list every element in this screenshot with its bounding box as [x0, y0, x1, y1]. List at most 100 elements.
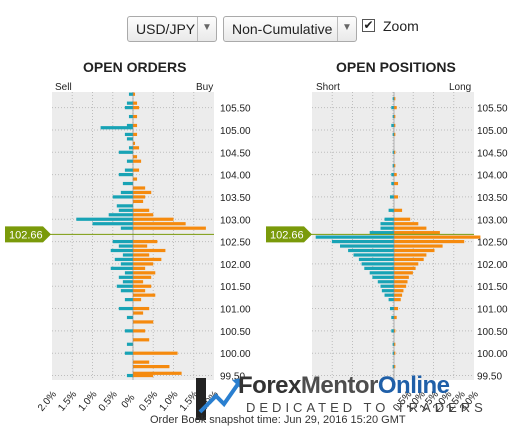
buy-bar — [133, 208, 150, 212]
buy-bar — [133, 373, 154, 378]
sell-bar — [124, 106, 133, 110]
buy-bar — [133, 365, 170, 369]
long-bar — [394, 365, 396, 369]
pct-tick-label: 1.0% — [76, 389, 99, 414]
sell-bar — [118, 150, 133, 154]
buy-bar — [133, 146, 140, 150]
buy-bar — [133, 244, 148, 248]
buy-bar — [133, 360, 150, 364]
buy-bar — [133, 132, 138, 137]
price-tick-label: 105.50 — [220, 104, 251, 115]
buy-bar — [133, 226, 206, 230]
watermark-mentor: Mentor — [300, 372, 379, 399]
long-bar — [394, 342, 396, 346]
sell-bar — [120, 262, 133, 266]
buy-label: Buy — [196, 82, 214, 93]
sell-bar — [112, 239, 133, 244]
price-tick-label: 103.00 — [477, 215, 508, 226]
sell-bar — [116, 284, 133, 288]
zoom-checkbox[interactable]: ✔ — [362, 18, 375, 32]
short-bar — [384, 293, 394, 297]
short-bar — [392, 150, 394, 154]
short-bar — [381, 289, 394, 293]
long-bar — [394, 315, 397, 320]
price-tick-label: 101.50 — [220, 282, 251, 293]
long-bar — [394, 298, 401, 302]
short-bar — [380, 222, 394, 226]
long-bar — [394, 275, 409, 279]
sell-bar — [126, 315, 133, 320]
buy-bar — [133, 155, 138, 159]
short-bar — [364, 266, 394, 270]
current-price-label: 102.66 — [270, 229, 304, 241]
buy-bar — [133, 338, 150, 342]
current-price-label: 102.66 — [9, 229, 43, 241]
currency-pair-dropdown-arrow[interactable]: ▼ — [197, 17, 216, 41]
sell-bar — [112, 195, 133, 199]
mode-select[interactable]: Non-Cumulative ▼ — [223, 16, 357, 42]
price-tick-label: 99.50 — [220, 372, 245, 383]
pct-tick-label: 1.0% — [157, 389, 180, 414]
buy-bar — [133, 213, 154, 217]
sell-bar — [128, 92, 133, 96]
short-bar — [331, 239, 394, 244]
price-tick-label: 102.50 — [220, 238, 251, 249]
short-bar — [391, 329, 394, 333]
price-tick-label: 104.50 — [477, 148, 508, 159]
long-bar — [394, 231, 440, 235]
buy-bar — [133, 289, 146, 293]
sell-bar — [118, 306, 133, 311]
pct-tick-label: 2.0% — [36, 389, 59, 414]
mode-dropdown-arrow[interactable]: ▼ — [337, 17, 356, 41]
buy-bar — [133, 266, 146, 270]
buy-bar — [133, 284, 152, 288]
sell-bar — [126, 137, 133, 141]
long-bar — [394, 173, 397, 177]
pct-tick-label: 0% — [120, 392, 138, 410]
short-label: Short — [316, 82, 340, 93]
pct-tick-label: 0.5% — [137, 389, 160, 414]
long-bar — [394, 351, 396, 355]
buy-bar — [133, 306, 150, 311]
currency-pair-select[interactable]: USD/JPY ▼ — [127, 16, 217, 42]
price-tick-label: 103.00 — [220, 215, 251, 226]
logo-arrow — [198, 382, 240, 414]
long-bar — [394, 262, 419, 266]
short-bar — [388, 208, 394, 212]
long-bar — [394, 195, 399, 199]
sell-bar — [124, 351, 133, 355]
price-tick-label: 101.00 — [220, 305, 251, 316]
long-bar — [394, 208, 403, 212]
long-bar — [394, 329, 396, 333]
long-bar — [394, 217, 411, 221]
short-bar — [391, 123, 394, 128]
sell-bar — [108, 213, 133, 217]
long-bar — [394, 306, 399, 311]
buy-bar — [133, 92, 136, 96]
long-bar — [394, 257, 424, 262]
short-bar — [391, 181, 394, 186]
price-tick-label: 100.00 — [220, 349, 251, 360]
long-bar — [394, 226, 427, 230]
sell-bar — [100, 126, 133, 130]
short-bar — [384, 217, 394, 221]
price-tick-label: 100.50 — [477, 327, 508, 338]
short-bar — [377, 280, 394, 284]
price-tick-label: 103.50 — [220, 193, 251, 204]
sell-bar — [124, 298, 133, 302]
short-bar — [392, 351, 394, 355]
sell-bar — [118, 173, 133, 177]
buy-bar — [133, 141, 136, 145]
price-tick-label: 101.50 — [477, 282, 508, 293]
price-tick-label: 99.50 — [477, 372, 502, 383]
sell-bar — [124, 132, 133, 137]
sell-bar — [118, 244, 133, 248]
long-bar — [394, 293, 403, 297]
short-bar — [392, 114, 394, 119]
buy-bar — [133, 262, 154, 266]
buy-bar — [133, 271, 156, 275]
buy-bar — [133, 199, 144, 203]
sell-bar — [128, 146, 133, 150]
sell-bar — [122, 253, 133, 257]
long-bar — [394, 97, 396, 101]
